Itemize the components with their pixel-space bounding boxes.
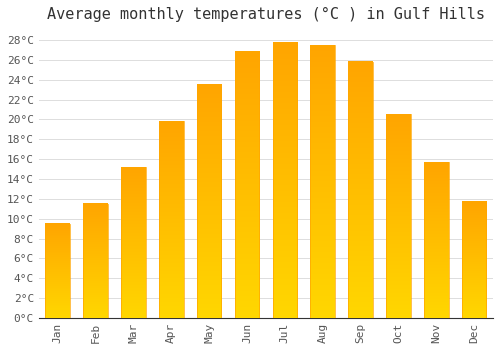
Bar <box>272 42 297 318</box>
Bar <box>310 45 335 318</box>
Bar <box>121 167 146 318</box>
Bar <box>46 224 70 318</box>
Title: Average monthly temperatures (°C ) in Gulf Hills: Average monthly temperatures (°C ) in Gu… <box>47 7 485 22</box>
Bar <box>84 204 108 318</box>
Bar <box>197 85 222 318</box>
Bar <box>386 114 410 318</box>
Bar <box>424 162 448 318</box>
Bar <box>234 52 260 318</box>
Bar <box>462 202 486 318</box>
Bar <box>348 62 373 318</box>
Bar <box>159 121 184 318</box>
